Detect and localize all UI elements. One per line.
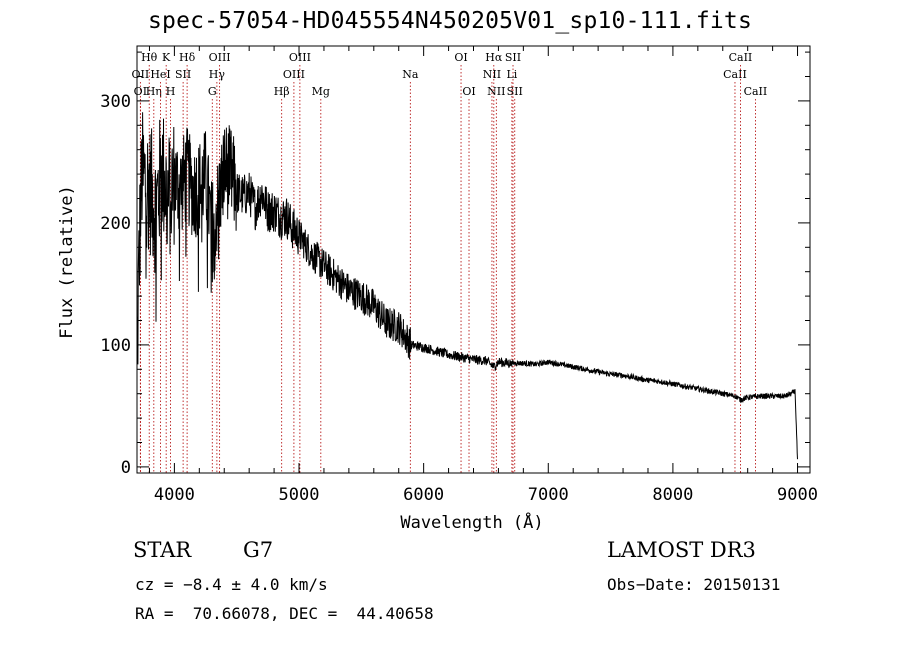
x-tick-label: 9000 [777,485,818,505]
chart-title: spec-57054-HD045554N450205V01_sp10-111.f… [147,8,753,34]
line-marker-label: Hγ [209,68,226,81]
subclass: G7 [243,538,274,562]
line-marker-label: CaII [729,51,753,64]
line-marker-label: Hδ [179,51,196,64]
line-marker-label: Mg [312,85,330,98]
line-marker-label: K [162,51,171,64]
line-marker-label: OI [462,85,475,98]
line-marker-label: CaII [744,85,768,98]
line-marker-label: OIII [283,68,305,81]
line-marker-label: Li [506,68,517,81]
line-marker-label: NII [487,85,505,98]
line-marker-label: Hθ [141,51,158,64]
spectrum-line [136,112,798,460]
x-tick-label: 8000 [652,485,693,505]
axes [136,45,811,474]
tick-labels: 4000 5000 6000 7000 8000 9000 0 100 200 300 [100,92,818,505]
x-tick-label: 6000 [403,485,444,505]
x-tick-label: 4000 [154,485,195,505]
y-tick-label: 0 [121,458,131,478]
cz-value: cz = −8.4 ± 4.0 km/s [135,575,328,594]
line-marker-label: Hη [146,85,162,98]
line-marker-label: SII [505,51,521,64]
line-marker-label: OII [132,68,150,81]
survey-name: LAMOST DR3 [607,538,756,562]
line-marker-label: Na [402,68,419,81]
y-axis-label: Flux (relative) [57,185,77,339]
line-marker-label: G [208,85,217,98]
line-marker-label: NII [483,68,501,81]
line-markers: OII Hθ OI Hη HeI K H SII Hδ OIII Hγ G Hβ OIII OIII Mg Na… [132,51,768,473]
line-marker-label: HeI [150,68,170,81]
y-tick-label: 200 [100,214,131,234]
line-marker-label: CaII [723,68,747,81]
line-marker-label: Hβ [274,85,290,98]
ra-dec: RA = 70.66078, DEC = 44.40658 [135,604,434,623]
x-tick-label: 7000 [528,485,569,505]
y-tick-label: 300 [100,92,131,112]
obs-date: Obs−Date: 20150131 [607,575,781,594]
line-marker-label: Hα [485,51,503,64]
y-tick-label: 100 [100,336,131,356]
line-marker-label: H [166,85,176,98]
x-axis-label: Wavelength (Å) [400,511,543,533]
x-tick-label: 5000 [279,485,320,505]
line-marker-label: SII [507,85,523,98]
object-class: STAR [133,538,192,562]
line-marker-label: OI [454,51,467,64]
line-marker-label: OIII [209,51,231,64]
line-marker-label: SII [175,68,191,81]
line-marker-label: OIII [289,51,311,64]
plot-frame [136,45,811,474]
